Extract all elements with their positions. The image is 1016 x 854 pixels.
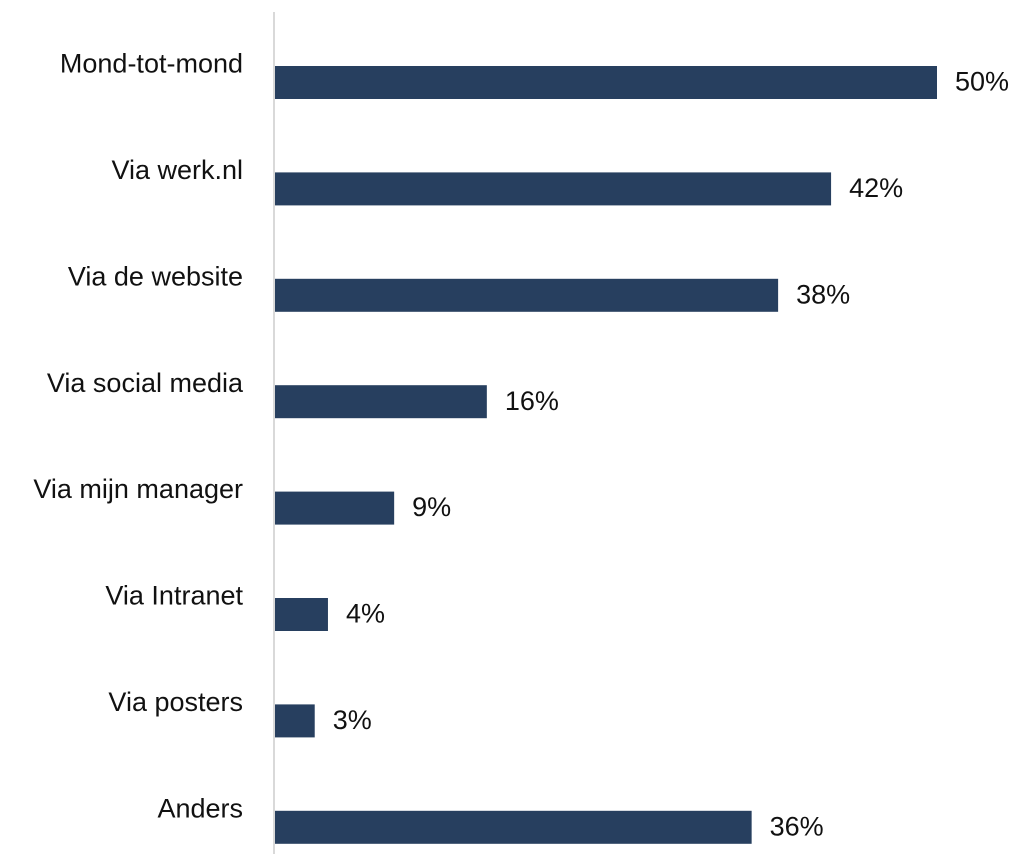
bar-7 (275, 810, 752, 844)
bar-5 (275, 598, 328, 631)
value-label-2: 38% (796, 279, 850, 309)
category-label-5: Via Intranet (105, 581, 243, 611)
category-label-4: Via mijn manager (33, 474, 243, 504)
value-labels-group: 50% 42% 38% 16% 9% 4% 3% 36% (333, 67, 1009, 842)
bar-0 (275, 66, 937, 99)
bar-3 (275, 385, 487, 419)
bar-1 (275, 172, 832, 206)
category-label-2: Via de website (68, 261, 243, 291)
category-label-3: Via social media (47, 368, 244, 398)
value-label-7: 36% (770, 811, 824, 841)
value-label-6: 3% (333, 705, 372, 735)
value-label-3: 16% (505, 386, 559, 416)
bar-4 (275, 491, 395, 525)
category-label-6: Via posters (108, 687, 243, 717)
bar-2 (275, 278, 779, 312)
value-label-4: 9% (412, 492, 451, 522)
category-labels-group: Mond-tot-mond Via werk.nl Via de website Vi… (33, 49, 244, 824)
category-label-1: Via werk.nl (111, 155, 243, 185)
bars-group (275, 66, 937, 844)
value-label-5: 4% (346, 599, 385, 629)
value-label-1: 42% (849, 173, 903, 203)
category-label-0: Mond-tot-mond (60, 49, 243, 79)
category-label-7: Anders (157, 793, 243, 823)
value-label-0: 50% (955, 67, 1009, 97)
bar-6 (275, 704, 315, 738)
